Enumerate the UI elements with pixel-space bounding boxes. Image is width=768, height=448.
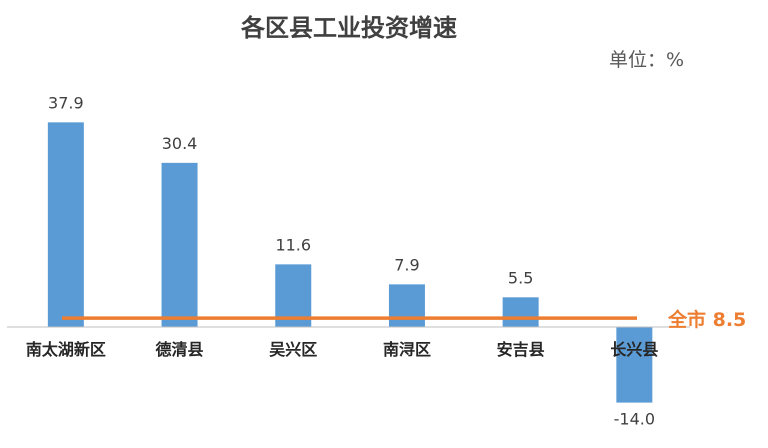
bar-3 bbox=[388, 284, 425, 327]
value-label-0: 37.9 bbox=[48, 93, 84, 112]
bar-4 bbox=[502, 297, 539, 327]
category-label-1: 德清县 bbox=[156, 340, 204, 359]
value-label-3: 7.9 bbox=[394, 255, 419, 274]
city-average-label: 全市 8.5 bbox=[667, 308, 746, 331]
bars-group bbox=[47, 122, 653, 403]
category-label-0: 南太湖新区 bbox=[26, 340, 106, 359]
bar-0 bbox=[47, 122, 84, 327]
value-label-4: 5.5 bbox=[508, 268, 533, 287]
value-label-5: -14.0 bbox=[614, 410, 655, 429]
bar-1 bbox=[161, 162, 198, 327]
bar-5 bbox=[616, 327, 653, 403]
category-label-4: 安吉县 bbox=[497, 340, 545, 359]
category-label-2: 吴兴区 bbox=[269, 340, 317, 359]
chart-title: 各区县工业投资增速 bbox=[240, 14, 457, 42]
value-label-2: 11.6 bbox=[275, 235, 311, 254]
category-label-5: 长兴县 bbox=[610, 340, 658, 359]
labels-group: 37.9 南太湖新区 30.4 德清县 11.6 吴兴区 7.9 南浔区 5.5 安吉县 -14.0… bbox=[26, 93, 659, 428]
value-label-1: 30.4 bbox=[162, 134, 198, 153]
unit-label: 单位：% bbox=[609, 49, 684, 71]
category-label-3: 南浔区 bbox=[383, 340, 431, 359]
